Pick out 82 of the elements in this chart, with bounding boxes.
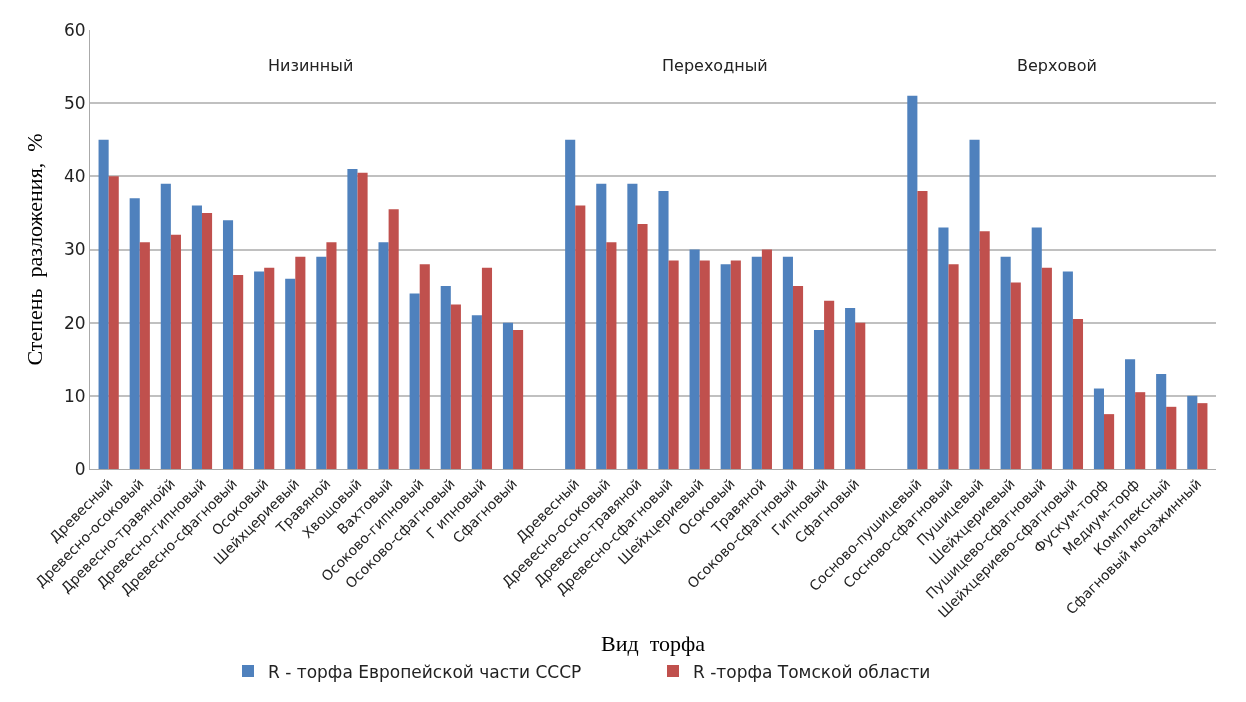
- bar: [513, 329, 524, 469]
- bar: [917, 190, 928, 469]
- bar: [813, 329, 825, 469]
- annotation: Низинный: [268, 56, 354, 75]
- bar: [170, 234, 181, 469]
- bar: [1041, 267, 1052, 469]
- bar: [295, 256, 306, 469]
- bar: [264, 267, 275, 469]
- bar: [440, 286, 451, 469]
- bar: [938, 227, 949, 469]
- y-tick-label: 20: [63, 312, 86, 333]
- bar: [160, 183, 171, 469]
- bar: [419, 264, 430, 469]
- bar: [1104, 414, 1115, 469]
- annotation: Верховой: [1017, 56, 1097, 75]
- bar: [98, 139, 109, 469]
- bar: [1125, 359, 1136, 469]
- bar: [782, 256, 793, 469]
- bar: [596, 183, 607, 469]
- bar: [761, 249, 772, 469]
- bar: [285, 278, 296, 469]
- bar: [565, 139, 576, 469]
- bar: [948, 264, 959, 469]
- y-tick-label: 30: [63, 239, 86, 260]
- y-tick-label: 50: [63, 93, 86, 114]
- bar: [1156, 373, 1167, 469]
- bar: [378, 242, 389, 469]
- legend-label: R -торфа Томской области: [693, 661, 931, 682]
- bar: [191, 205, 202, 469]
- bar: [108, 176, 119, 469]
- bar: [347, 169, 358, 469]
- bar: [720, 264, 731, 469]
- bar: [357, 172, 368, 469]
- bar: [699, 260, 710, 469]
- bar: [201, 212, 213, 469]
- bar: [689, 249, 700, 469]
- bar: [751, 256, 762, 469]
- bar: [969, 139, 980, 469]
- bar: [668, 260, 679, 469]
- bar: [824, 300, 835, 469]
- bar: [845, 308, 856, 469]
- bar: [388, 209, 399, 469]
- bar: [502, 322, 514, 469]
- bar: [1135, 392, 1146, 469]
- y-tick-label: 40: [63, 166, 86, 187]
- bar: [450, 304, 461, 469]
- bar: [637, 223, 648, 469]
- bar: [855, 322, 866, 469]
- bar: [658, 190, 669, 469]
- bar: [1093, 388, 1105, 469]
- bar: [316, 256, 327, 469]
- bar: [979, 231, 990, 469]
- bar: [1187, 395, 1198, 469]
- bar: [222, 220, 234, 469]
- bar: [907, 95, 918, 469]
- bar: [730, 260, 741, 469]
- bar: [1010, 282, 1021, 469]
- bar: [233, 275, 244, 469]
- bar: [1197, 403, 1208, 469]
- bar: [129, 198, 140, 469]
- y-tick-label: 0: [74, 458, 86, 479]
- bar: [1031, 227, 1042, 469]
- bar: [326, 242, 337, 469]
- bar: [1166, 406, 1177, 469]
- y-tick-label: 60: [63, 19, 86, 40]
- bar: [1062, 271, 1073, 469]
- bar: [409, 293, 420, 469]
- bar: [481, 267, 493, 469]
- bar: [1072, 319, 1084, 469]
- legend-label: R - торфа Европейской части СССР: [268, 661, 582, 682]
- annotation: Переходный: [662, 56, 768, 75]
- bar: [627, 183, 638, 469]
- x-axis-title: Вид торфа: [601, 630, 706, 656]
- bar: [792, 286, 804, 469]
- y-axis-title: Степень разложения, %: [21, 133, 47, 366]
- y-tick-label: 10: [63, 385, 86, 406]
- bar: [606, 242, 617, 469]
- bar: [139, 242, 150, 469]
- bar: [1000, 256, 1011, 469]
- bar: [254, 271, 265, 469]
- bar: [471, 315, 482, 469]
- bar: [575, 205, 586, 469]
